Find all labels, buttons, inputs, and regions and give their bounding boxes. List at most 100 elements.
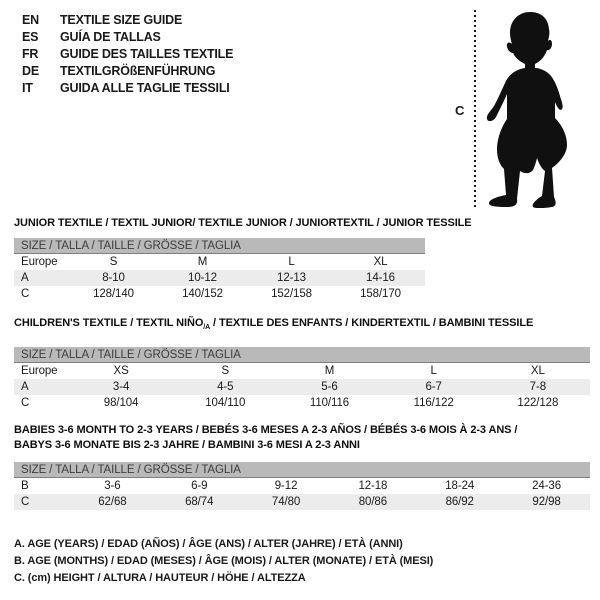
- junior-table-title: JUNIOR TEXTILE / TEXTIL JUNIOR/ TEXTILE …: [14, 216, 472, 231]
- size-value: 140/152: [182, 288, 223, 300]
- table-row: C 62/68 68/74 74/80 80/86 86/92 92/98: [14, 494, 590, 510]
- table-title-text: CHILDREN'S TEXTILE / TEXTIL NIÑO: [14, 317, 204, 329]
- table-rows: Europe S M L XL A 8-10 10-12 12-13 14-16 C 128/140 1…: [14, 254, 425, 302]
- size-value: 86/92: [445, 496, 474, 508]
- size-value: M: [324, 365, 335, 377]
- legend-line-a: A. AGE (YEARS) / EDAD (AÑOS) / ÂGE (ANS)…: [14, 538, 403, 550]
- junior-size-table: SIZE / TALLA / TAILLE / GRÖSSE / TAGLIA …: [14, 238, 425, 302]
- guide-title: GUÍA DE TALLAS: [60, 30, 161, 44]
- size-value: 12-18: [358, 480, 388, 492]
- table-title-text: BABIES 3-6 MONTH TO 2-3 YEARS / BEBÉS 3-…: [14, 424, 518, 436]
- children-size-table: SIZE / TALLA / TAILLE / GRÖSSE / TAGLIA …: [14, 347, 590, 411]
- size-value: 152/158: [271, 288, 312, 300]
- size-value: L: [288, 256, 295, 268]
- legend-line-b: B. AGE (MONTHS) / EDAD (MESES) / ÂGE (MO…: [14, 555, 434, 567]
- size-value: 12-13: [277, 272, 306, 284]
- size-value: 18-24: [445, 480, 475, 492]
- row-label: C: [21, 496, 30, 508]
- height-marker-label: C: [455, 103, 465, 118]
- measurement-legend: A. AGE (YEARS) / EDAD (AÑOS) / ÂGE (ANS)…: [14, 536, 433, 587]
- table-title-line: JUNIOR TEXTILE / TEXTIL JUNIOR/ TEXTILE …: [14, 216, 472, 231]
- guide-title: GUIDE DES TAILLES TEXTILE: [60, 47, 234, 61]
- size-value: 92/98: [532, 496, 561, 508]
- row-label: A: [21, 381, 29, 393]
- size-value: 5-6: [321, 381, 338, 393]
- guide-title: GUIDA ALLE TAGLIE TESSILI: [60, 81, 230, 95]
- babies-size-table: SIZE / TALLA / TAILLE / GRÖSSE / TAGLIA …: [14, 462, 590, 510]
- language-code: IT: [22, 81, 33, 95]
- table-title-text: BABYS 3-6 MONATE BIS 2-3 JAHRE / BAMBINI…: [14, 439, 360, 451]
- table-title-text: /A: [203, 324, 211, 332]
- size-value: 4-5: [217, 381, 234, 393]
- language-row-de: DE TEXTILGRÖßENFÜHRUNG: [22, 63, 233, 80]
- language-row-it: IT GUIDA ALLE TAGLIE TESSILI: [22, 80, 233, 97]
- row-label: A: [21, 272, 29, 284]
- size-header-bar: SIZE / TALLA / TAILLE / GRÖSSE / TAGLIA: [14, 462, 590, 478]
- table-title-line: CHILDREN'S TEXTILE / TEXTIL NIÑO/A / TEX…: [14, 316, 533, 335]
- table-row: A 8-10 10-12 12-13 14-16: [14, 270, 425, 286]
- language-code: ES: [22, 30, 39, 44]
- table-row: B 3-6 6-9 9-12 12-18 18-24 24-36: [14, 478, 590, 494]
- table-row: Europe XS S M L XL: [14, 363, 590, 379]
- guide-title: TEXTILGRÖßENFÜHRUNG: [60, 64, 216, 78]
- size-value: L: [430, 365, 437, 377]
- size-value: 3-6: [104, 480, 121, 492]
- size-header-bar: SIZE / TALLA / TAILLE / GRÖSSE / TAGLIA: [14, 347, 590, 363]
- guide-title: TEXTILE SIZE GUIDE: [60, 13, 183, 27]
- size-value: S: [109, 256, 118, 268]
- size-value: 9-12: [274, 480, 298, 492]
- size-value: 62/68: [98, 496, 127, 508]
- size-value: 10-12: [188, 272, 217, 284]
- size-value: 24-36: [532, 480, 562, 492]
- size-value: 6-7: [425, 381, 442, 393]
- language-row-es: ES GUÍA DE TALLAS: [22, 29, 233, 46]
- row-label: Europe: [21, 256, 58, 268]
- size-value: 7-8: [529, 381, 546, 393]
- size-value: XL: [373, 256, 388, 268]
- table-title-text: / TEXTILE DES ENFANTS / KINDERTEXTIL / B…: [210, 317, 534, 329]
- table-row: A 3-4 4-5 5-6 6-7 7-8: [14, 379, 590, 395]
- row-label: Europe: [21, 365, 58, 377]
- children-table-title: CHILDREN'S TEXTILE / TEXTIL NIÑO/A / TEX…: [14, 316, 533, 335]
- table-row: C 98/104 104/110 110/116 116/122 122/128: [14, 395, 590, 411]
- table-rows: B 3-6 6-9 9-12 12-18 18-24 24-36 C 62/68 68/74 74/…: [14, 478, 590, 510]
- language-code: EN: [22, 13, 39, 27]
- size-value: 14-16: [366, 272, 395, 284]
- babies-table-title: BABIES 3-6 MONTH TO 2-3 YEARS / BEBÉS 3-…: [14, 423, 517, 453]
- size-value: 8-10: [102, 272, 125, 284]
- baby-silhouette-icon: [486, 12, 567, 208]
- language-code: DE: [22, 64, 39, 78]
- table-title-text: JUNIOR TEXTILE / TEXTIL JUNIOR/ TEXTILE …: [14, 217, 472, 229]
- size-value: 98/104: [103, 397, 139, 409]
- row-label: C: [21, 397, 30, 409]
- row-label: B: [21, 480, 29, 492]
- table-rows: Europe XS S M L XL A 3-4 4-5 5-6 6-7 7-8 C 98/104 104/…: [14, 363, 590, 411]
- size-value: S: [221, 365, 230, 377]
- language-code: FR: [22, 47, 39, 61]
- language-title-list: EN TEXTILE SIZE GUIDE ES GUÍA DE TALLAS …: [22, 12, 233, 97]
- size-value: 74/80: [271, 496, 301, 508]
- language-row-fr: FR GUIDE DES TAILLES TEXTILE: [22, 46, 233, 63]
- row-label: C: [21, 288, 30, 300]
- size-value: 116/122: [413, 397, 454, 409]
- table-title-line: BABIES 3-6 MONTH TO 2-3 YEARS / BEBÉS 3-…: [14, 423, 517, 438]
- table-row: C 128/140 140/152 152/158 158/170: [14, 286, 425, 302]
- size-value: 122/128: [517, 397, 559, 409]
- size-value: XL: [530, 365, 545, 377]
- language-row-en: EN TEXTILE SIZE GUIDE: [22, 12, 233, 29]
- table-title-line: BABYS 3-6 MONATE BIS 2-3 JAHRE / BAMBINI…: [14, 438, 517, 453]
- size-value: XS: [113, 365, 129, 377]
- size-value: 6-9: [191, 480, 208, 492]
- size-value: 110/116: [309, 397, 350, 409]
- size-header-bar: SIZE / TALLA / TAILLE / GRÖSSE / TAGLIA: [14, 238, 425, 254]
- legend-line-c: C. (cm) HEIGHT / ALTURA / HAUTEUR / HÖHE…: [14, 572, 306, 584]
- size-value: 68/74: [185, 496, 214, 508]
- table-row: Europe S M L XL: [14, 254, 425, 270]
- size-value: 128/140: [93, 288, 134, 300]
- height-measure-line: [474, 10, 476, 208]
- size-value: 80/86: [358, 496, 388, 508]
- size-value: 158/170: [360, 288, 401, 300]
- size-value: 3-4: [112, 381, 130, 393]
- size-value: 104/110: [205, 397, 246, 409]
